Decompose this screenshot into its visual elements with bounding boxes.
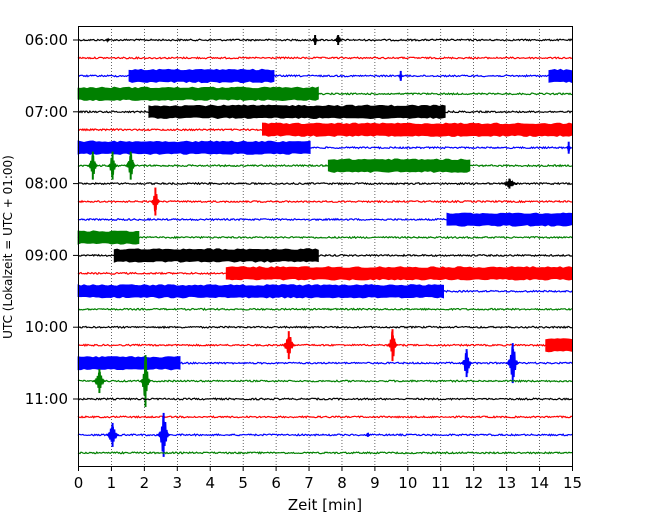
x-tick-label: 1 [107, 474, 117, 492]
y-tick-label: 11:00 [25, 390, 68, 408]
trace [77, 248, 573, 263]
trace [77, 230, 573, 245]
signal-band [77, 140, 311, 155]
signal-band [262, 122, 573, 137]
x-tick-label: 10 [398, 474, 417, 492]
y-tick-label: 09:00 [25, 246, 68, 264]
trace-baseline [77, 181, 573, 186]
signal-band [77, 86, 319, 102]
signal-band [548, 68, 573, 84]
trace [77, 212, 573, 227]
signal-band [77, 230, 140, 245]
trace-baseline [77, 235, 573, 240]
seismogram-traces [77, 35, 573, 457]
trace [77, 415, 573, 419]
signal-band [148, 104, 446, 120]
signal-band [77, 284, 444, 299]
trace-baseline [77, 38, 573, 42]
y-tick-label: 06:00 [25, 31, 68, 49]
x-tick-label: 9 [370, 474, 380, 492]
signal-band [128, 68, 275, 84]
x-axis-label: Zeit [min] [288, 496, 362, 514]
trace [77, 68, 573, 84]
trace [77, 151, 573, 180]
trace-baseline [77, 343, 572, 347]
trace [77, 397, 573, 401]
trace [77, 355, 573, 408]
trace [77, 307, 573, 312]
trace [77, 451, 572, 455]
signal-band [545, 338, 573, 353]
trace [77, 412, 573, 457]
x-tick-label: 6 [271, 474, 281, 492]
x-tick-label: 15 [563, 474, 582, 492]
x-tick-label: 7 [304, 474, 314, 492]
y-tick-label: 10:00 [25, 318, 68, 336]
trace-baseline [77, 163, 573, 168]
trace [77, 325, 573, 330]
x-tick-label: 3 [173, 474, 183, 492]
trace [77, 187, 573, 216]
trace [77, 86, 573, 102]
y-axis-label: UTC (Lokalzeit = UTC + 01:00) [1, 155, 15, 339]
x-axis-ticks: 0 1 2 3 4 5 6 7 8 9 10 11 12 13 14 15 [74, 466, 582, 492]
x-tick-label: 8 [337, 474, 347, 492]
x-tick-label: 5 [238, 474, 248, 492]
trace-baseline [77, 56, 573, 60]
trace-baseline [77, 379, 573, 383]
x-tick-label: 13 [497, 474, 516, 492]
x-tick-label: 4 [205, 474, 215, 492]
y-tick-label: 08:00 [25, 175, 68, 193]
x-tick-label: 0 [74, 474, 84, 492]
trace [77, 35, 573, 45]
trace-baseline [77, 397, 573, 401]
y-axis-ticks: 06:00 07:00 08:00 09:00 10:00 11:00 [25, 31, 78, 408]
y-tick-label: 07:00 [25, 103, 68, 121]
trace [77, 56, 573, 60]
trace [77, 104, 573, 120]
trace-baseline [77, 199, 573, 204]
x-tick-label: 12 [464, 474, 483, 492]
x-tick-label: 11 [431, 474, 450, 492]
trace-baseline [77, 325, 573, 330]
x-tick-label: 2 [140, 474, 150, 492]
grid-lines [111, 26, 540, 466]
signal-band [113, 248, 319, 263]
x-tick-label: 14 [530, 474, 549, 492]
trace [77, 329, 573, 362]
signal-band [327, 158, 471, 173]
trace [77, 266, 573, 281]
trace [77, 343, 573, 384]
signal-band [225, 266, 573, 281]
trace [77, 284, 573, 299]
trace-baseline [77, 451, 572, 455]
trace-baseline [77, 307, 573, 312]
trace [77, 140, 573, 155]
plot-frame [78, 26, 573, 467]
trace [77, 178, 573, 189]
signal-band [446, 212, 573, 227]
signal-band [77, 356, 181, 371]
trace-baseline [77, 415, 573, 419]
